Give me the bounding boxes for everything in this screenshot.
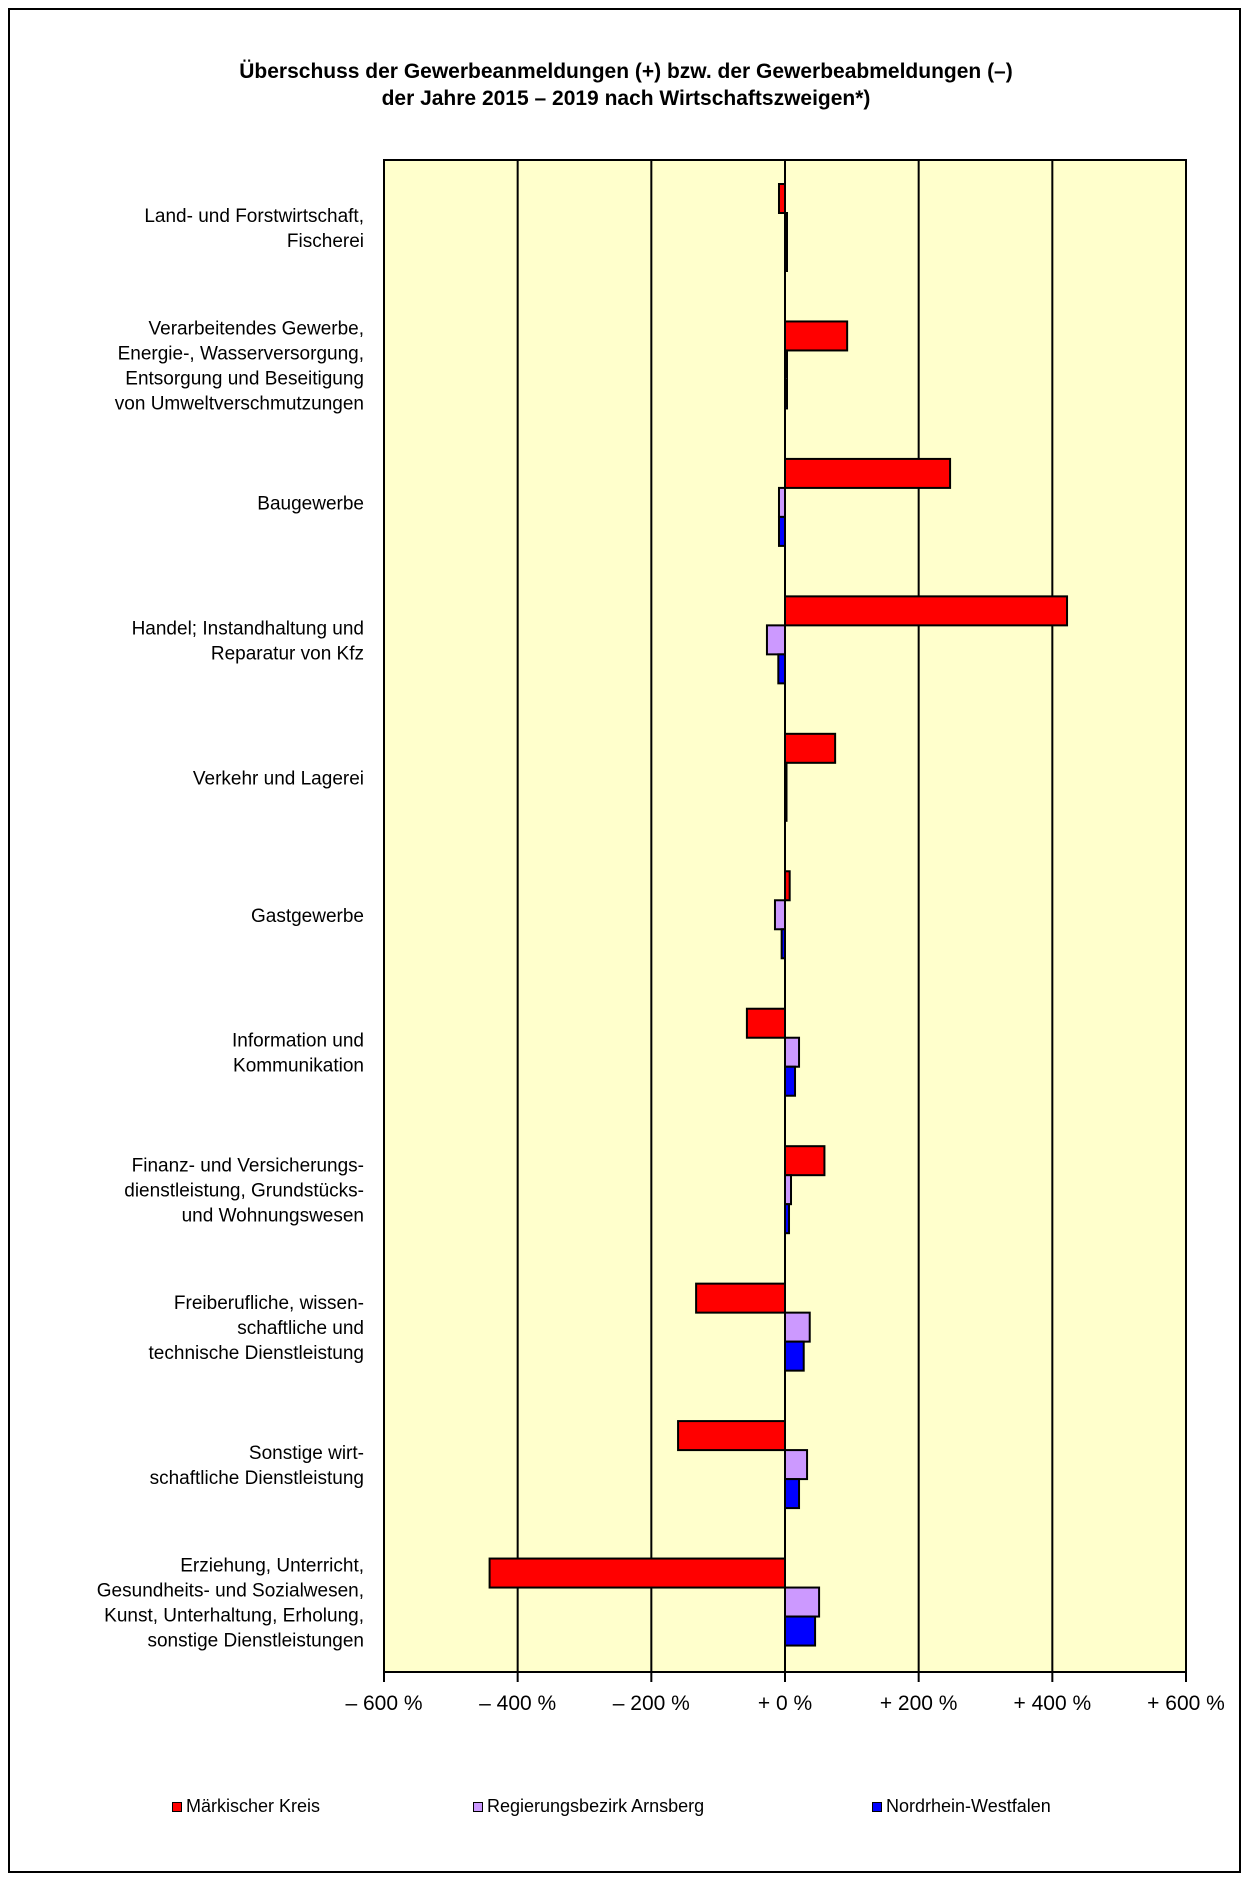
category-label: schaftliche Dienstleistung <box>150 1468 364 1489</box>
bar-6-2 <box>784 1065 797 1097</box>
legend-swatch <box>872 1801 882 1812</box>
bar-8-1 <box>784 1311 811 1343</box>
category-label: Handel; Instandhaltung und <box>132 618 364 639</box>
bar-6-0 <box>745 1007 787 1039</box>
bar-2-0 <box>784 457 952 489</box>
legend-swatch <box>172 1801 182 1812</box>
category-label: Land- und Forstwirtschaft, <box>144 206 364 227</box>
bar-7-1 <box>784 1174 793 1206</box>
category-label: von Umweltverschmutzungen <box>115 393 364 414</box>
category-label: Reparatur von Kfz <box>211 643 364 664</box>
bar-10-1 <box>784 1586 821 1618</box>
x-tick-label: + 0 % <box>758 1692 812 1715</box>
category-label: Verkehr und Lagerei <box>193 768 364 789</box>
category-label: sonstige Dienstleistungen <box>147 1631 364 1652</box>
legend-item: Märkischer Kreis <box>172 1796 320 1817</box>
category-label: Baugewerbe <box>257 493 364 514</box>
x-tick-label: – 400 % <box>479 1692 556 1715</box>
x-tick-label: + 200 % <box>880 1692 958 1715</box>
bar-7-0 <box>784 1145 826 1177</box>
category-label: Kommunikation <box>233 1056 364 1077</box>
bar-3-0 <box>784 595 1069 627</box>
category-label: Entsorgung und Beseitigung <box>125 368 364 389</box>
legend-label: Regierungsbezirk Arnsberg <box>487 1796 705 1816</box>
bar-1-2 <box>784 378 789 410</box>
x-tick-label: – 200 % <box>613 1692 690 1715</box>
bar-10-2 <box>784 1615 817 1647</box>
bar-5-0 <box>784 870 791 902</box>
category-label: schaftliche und <box>237 1318 364 1339</box>
bar-9-0 <box>677 1420 786 1452</box>
category-label: Gastgewerbe <box>251 906 364 927</box>
bar-8-2 <box>784 1340 805 1372</box>
title-line-2: der Jahre 2015 – 2019 nach Wirtschaftszw… <box>381 87 871 110</box>
bar-0-1 <box>784 212 789 243</box>
bar-4-0 <box>784 732 837 764</box>
legend-label: Märkischer Kreis <box>186 1796 321 1816</box>
chart-title: Überschuss der Gewerbeanmeldungen (+) bz… <box>0 58 1252 112</box>
title-line-1: Überschuss der Gewerbeanmeldungen (+) bz… <box>239 60 1013 83</box>
category-label: Erziehung, Unterricht, <box>180 1556 364 1577</box>
bar-1-0 <box>784 320 849 352</box>
bar-3-2 <box>777 653 786 685</box>
x-tick-label: + 400 % <box>1014 1692 1092 1715</box>
x-tick-label: + 600 % <box>1147 1692 1225 1715</box>
bar-8-0 <box>695 1282 787 1314</box>
bar-9-1 <box>784 1449 809 1481</box>
bar-5-2 <box>780 928 786 960</box>
bar-2-2 <box>777 515 786 547</box>
category-label: dienstleistung, Grundstücks- <box>124 1181 364 1202</box>
category-label: und Wohnungswesen <box>182 1206 364 1227</box>
bar-9-2 <box>784 1478 801 1510</box>
bar-7-2 <box>784 1203 791 1235</box>
legend-swatch <box>473 1801 483 1812</box>
bar-6-1 <box>784 1036 801 1068</box>
legend-item: Regierungsbezirk Arnsberg <box>473 1796 704 1817</box>
legend-item: Nordrhein-Westfalen <box>872 1796 1051 1817</box>
category-label: Freiberufliche, wissen- <box>174 1293 364 1314</box>
bar-5-1 <box>773 899 786 931</box>
bar-10-0 <box>488 1557 786 1589</box>
legend-label: Nordrhein-Westfalen <box>886 1796 1051 1816</box>
bar-3-1 <box>765 624 787 656</box>
category-label: Energie-, Wasserversorgung, <box>118 343 364 364</box>
bar-2-1 <box>777 486 786 518</box>
category-label: Information und <box>232 1031 364 1052</box>
bar-0-0 <box>777 183 786 214</box>
bar-1-1 <box>784 349 789 381</box>
x-tick-label: – 600 % <box>345 1692 422 1715</box>
category-label: Finanz- und Versicherungs- <box>132 1156 364 1177</box>
bar-4-1 <box>784 761 788 793</box>
category-label: Kunst, Unterhaltung, Erholung, <box>104 1606 364 1627</box>
category-label: technische Dienstleistung <box>149 1343 364 1364</box>
bar-0-2 <box>784 241 789 272</box>
bar-4-2 <box>784 790 788 822</box>
category-label: Sonstige wirt- <box>249 1443 364 1464</box>
category-label: Gesundheits- und Sozialwesen, <box>97 1581 364 1602</box>
category-label: Verarbeitendes Gewerbe, <box>149 318 364 339</box>
category-label: Fischerei <box>287 231 364 252</box>
